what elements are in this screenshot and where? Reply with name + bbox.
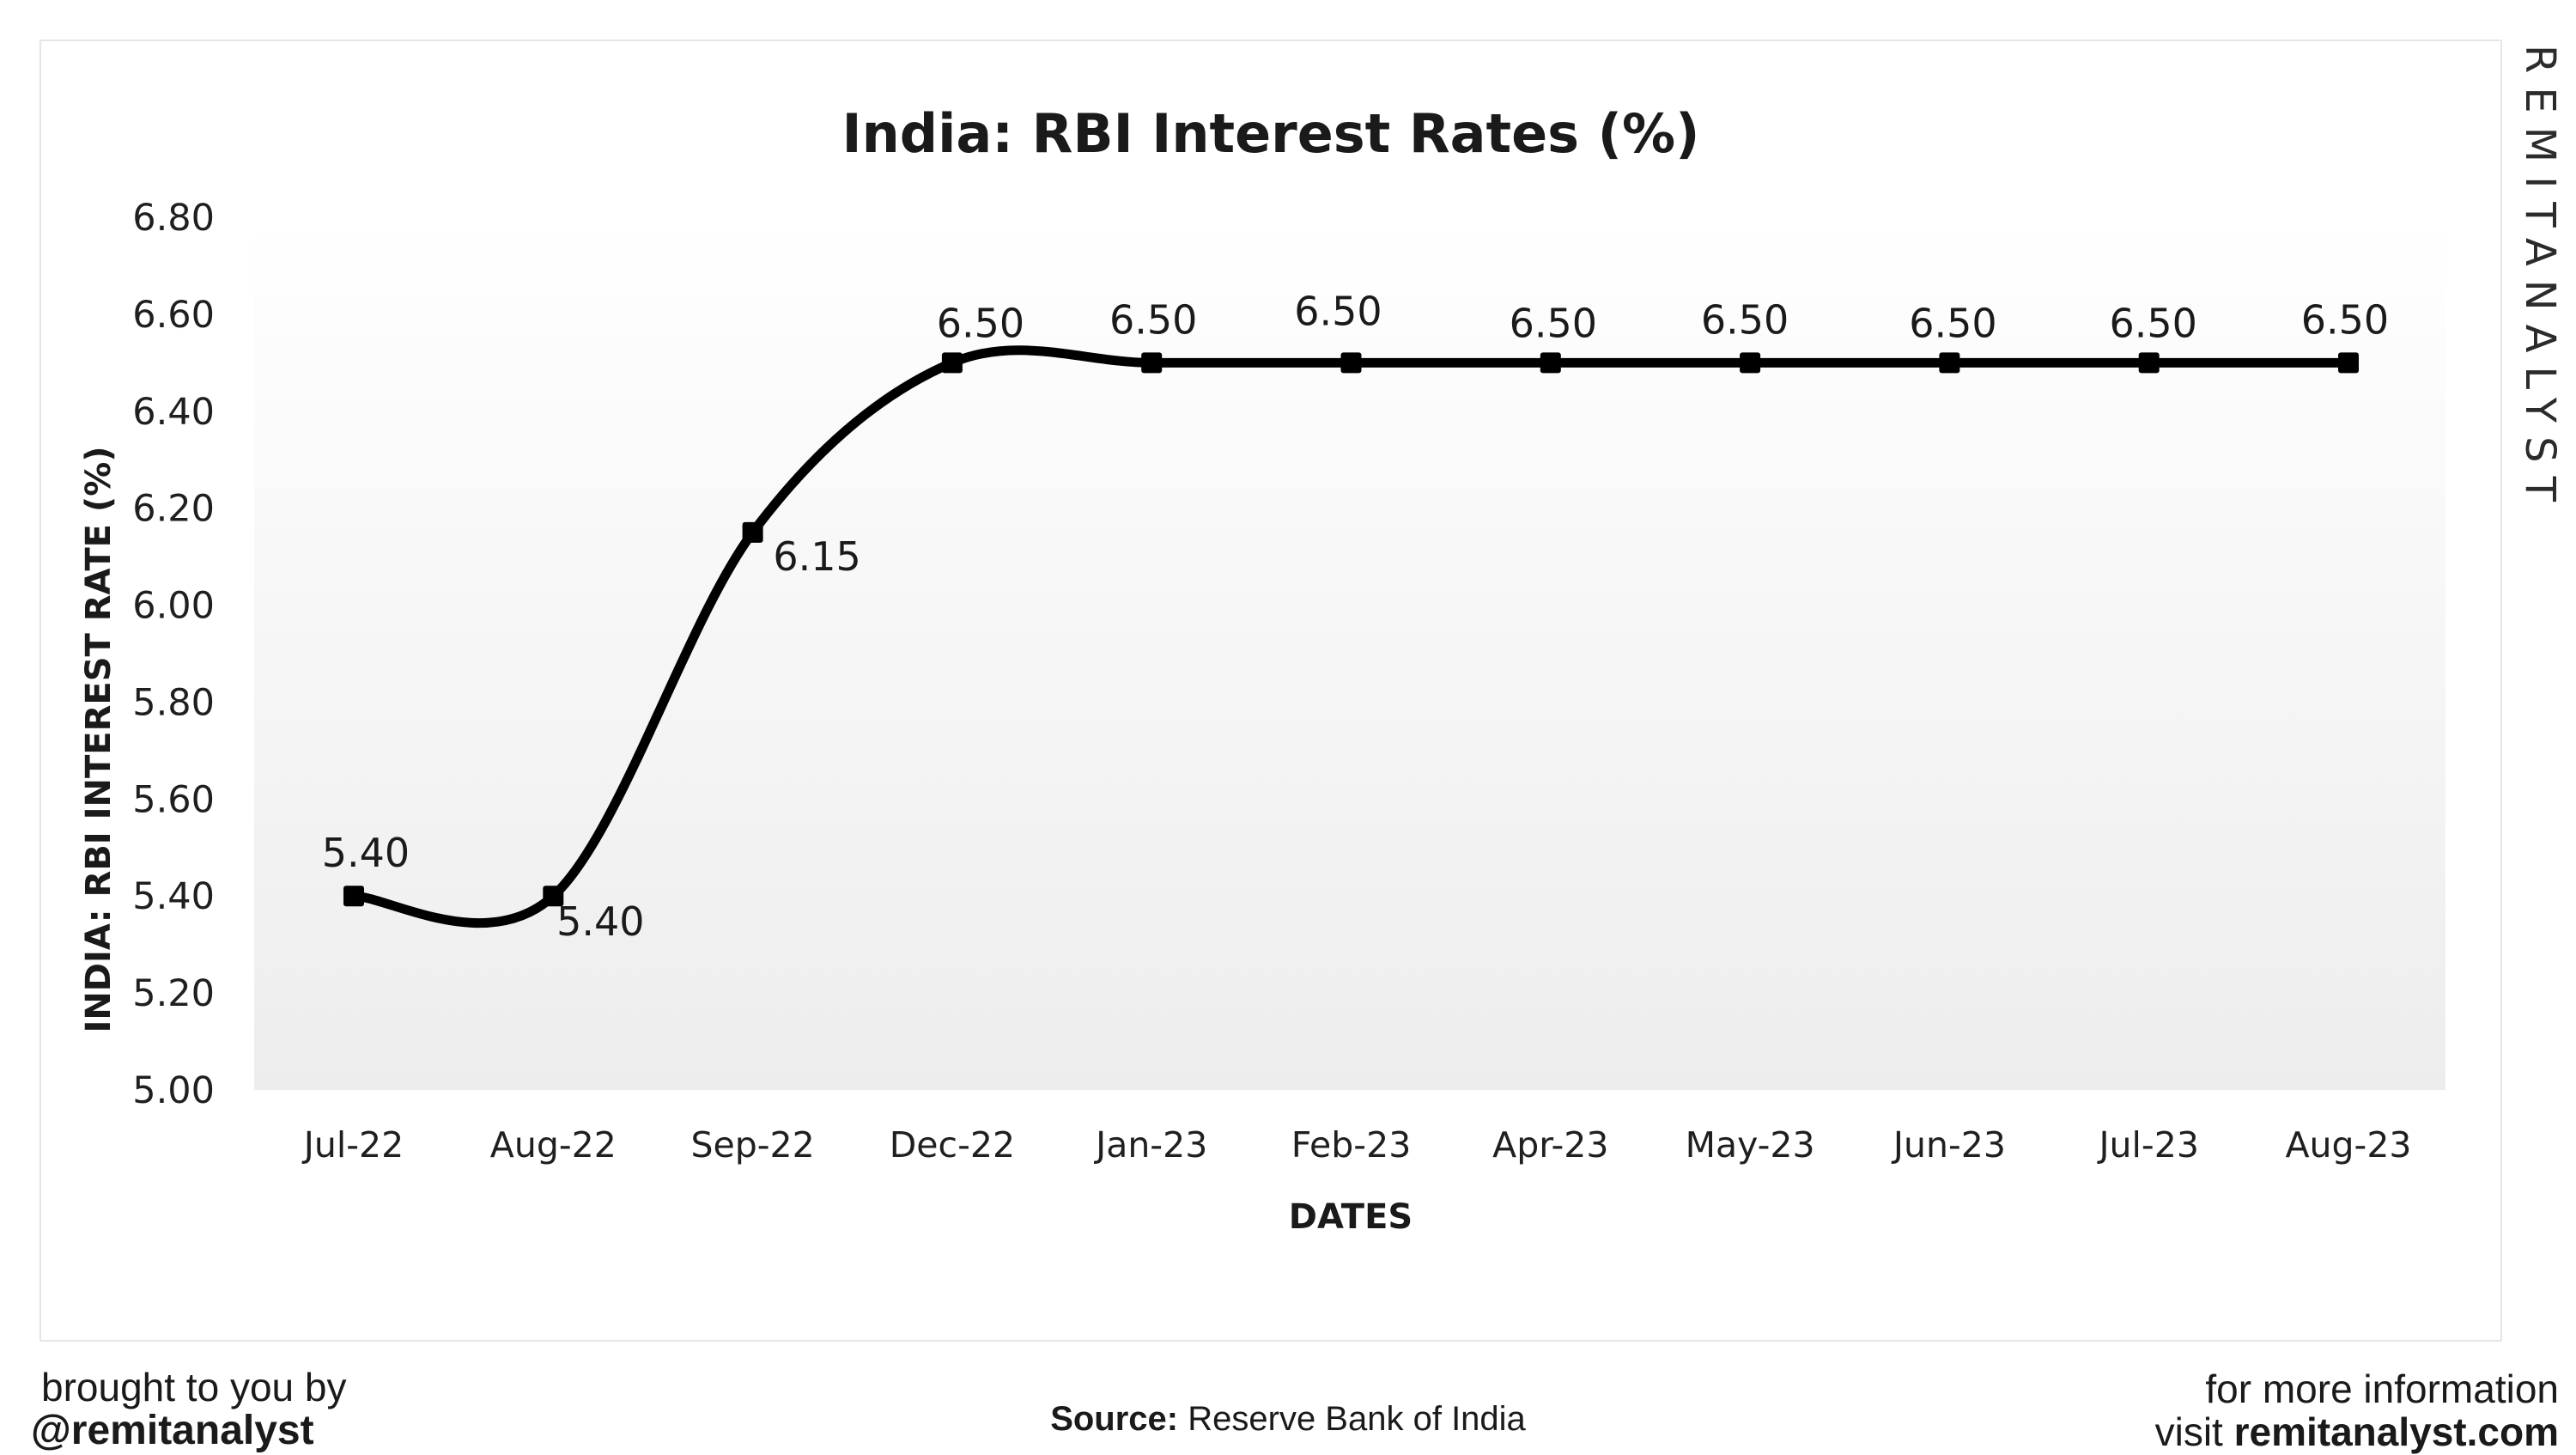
data-point — [2338, 352, 2359, 374]
x-axis-ticks: Jul-22 Aug-22 Sep-22 Dec-22 Jan-23 Feb-23 Apr-… — [301, 1124, 2412, 1166]
data-label: 6.50 — [2301, 296, 2389, 343]
footer-website[interactable]: visit remitanalyst.com — [2155, 1409, 2559, 1455]
data-point — [543, 886, 564, 907]
footer-credit-line: brought to you by — [41, 1365, 347, 1409]
data-label: 6.50 — [1109, 296, 1197, 343]
y-axis-ticks: 5.00 5.20 5.40 5.60 5.80 6.00 6.20 6.40 6.60 6.80 — [132, 197, 215, 1112]
data-label: 6.50 — [1701, 296, 1789, 343]
data-markers — [343, 352, 2359, 907]
x-tick-label: Dec-22 — [890, 1124, 1015, 1166]
data-label: 6.15 — [773, 533, 860, 580]
x-tick-label: Jul-22 — [301, 1124, 404, 1166]
data-labels: 5.40 5.40 6.15 6.50 6.50 6.50 6.50 6.50 6.50 6.50… — [322, 288, 2389, 945]
x-tick-label: Jul-23 — [2096, 1124, 2198, 1166]
data-point — [742, 521, 763, 543]
chart-title: India: RBI Interest Rates (%) — [842, 102, 1700, 165]
y-tick-label: 6.00 — [132, 585, 215, 628]
data-label: 5.40 — [556, 898, 644, 945]
watermark-brand: REMITANALYST — [2516, 45, 2564, 515]
data-point — [1939, 352, 1960, 374]
y-tick-label: 5.40 — [132, 875, 215, 918]
data-label: 6.50 — [2109, 300, 2196, 346]
source-value: Reserve Bank of India — [1188, 1400, 1526, 1438]
data-point — [343, 886, 364, 907]
data-label: 6.50 — [1294, 288, 1382, 334]
x-tick-label: Jun-23 — [1891, 1124, 2006, 1166]
y-tick-label: 5.20 — [132, 972, 215, 1015]
x-tick-label: Jan-23 — [1093, 1124, 1207, 1166]
x-tick-label: Feb-23 — [1291, 1124, 1412, 1166]
data-point — [1740, 352, 1761, 374]
footer-visit-prefix: visit — [2154, 1409, 2223, 1454]
footer-handle[interactable]: @remitanalyst — [31, 1408, 314, 1453]
x-tick-label: Aug-22 — [490, 1124, 617, 1166]
y-tick-label: 5.00 — [132, 1069, 215, 1112]
y-tick-label: 6.60 — [132, 294, 215, 337]
data-label: 6.50 — [937, 300, 1024, 346]
series-line — [349, 345, 2354, 928]
x-axis-label: DATES — [1289, 1197, 1413, 1237]
footer-info-line: for more information — [2205, 1367, 2559, 1411]
x-tick-label: May-23 — [1686, 1124, 1815, 1166]
y-tick-label: 5.80 — [132, 681, 215, 724]
y-tick-label: 6.40 — [132, 391, 215, 434]
data-point — [1141, 352, 1163, 374]
footer-source: Source: Reserve Bank of India — [0, 1400, 2576, 1439]
data-point — [1340, 352, 1362, 374]
y-axis-label: INDIA: RBI INTEREST RATE (%) — [79, 446, 118, 1032]
source-key: Source: — [1050, 1400, 1179, 1438]
data-label: 5.40 — [322, 830, 410, 876]
x-tick-label: Apr-23 — [1492, 1124, 1608, 1166]
y-tick-label: 5.60 — [132, 778, 215, 821]
data-label: 6.50 — [1510, 300, 1597, 346]
data-point — [1540, 352, 1561, 374]
footer-site-link[interactable]: remitanalyst.com — [2233, 1409, 2559, 1454]
data-point — [2138, 352, 2160, 374]
y-tick-label: 6.80 — [132, 197, 215, 240]
plot-area — [254, 217, 2445, 1090]
data-label: 6.50 — [1909, 300, 1996, 346]
data-point — [941, 352, 963, 374]
x-tick-label: Sep-22 — [690, 1124, 814, 1166]
y-tick-label: 6.20 — [132, 488, 215, 531]
x-tick-label: Aug-23 — [2285, 1124, 2411, 1166]
